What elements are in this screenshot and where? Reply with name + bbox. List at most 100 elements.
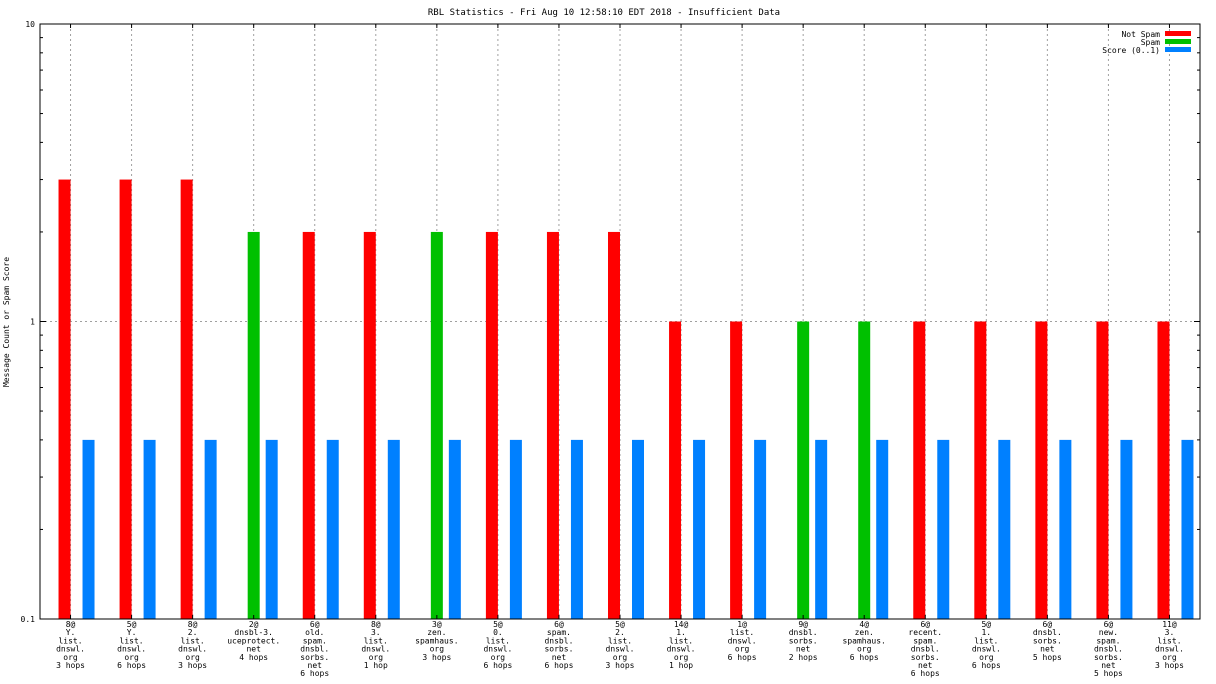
bar-not-spam — [1157, 321, 1170, 619]
x-tick-label-line: org — [491, 653, 506, 662]
x-tick-label-line: net — [308, 661, 323, 670]
x-tick-label-line: dnsbl-3. — [234, 628, 273, 637]
x-tick-label-line: org — [1162, 653, 1177, 662]
x-tick-label-line: 6 hops — [728, 653, 757, 662]
x-tick-label-line: org — [369, 653, 384, 662]
x-tick-label-line: list. — [669, 636, 693, 645]
x-tick-label-line: sorbs. — [300, 653, 329, 662]
x-tick-label: 1@ list. dnswl. org 6 hops — [728, 620, 757, 662]
x-tick-label: 8@ Y. list. dnswl. org 3 hops — [56, 620, 85, 670]
x-tick-label-line: list. — [58, 636, 82, 645]
bar-score-0-1 — [815, 439, 828, 619]
x-tick-label-line: spamhaus. — [843, 636, 886, 645]
x-tick-label-line: dnswl. — [728, 636, 757, 645]
y-tick-label: 10 — [25, 20, 35, 29]
bar-spam — [858, 321, 871, 619]
bar-score-0-1 — [937, 439, 950, 619]
x-tick-label-line: dnsbl. — [544, 636, 573, 645]
x-tick-label-line: list. — [974, 636, 998, 645]
x-tick-label-line: 3 hops — [1155, 661, 1184, 670]
bar-score-0-1 — [387, 439, 400, 619]
bar-not-spam — [119, 179, 132, 619]
bar-score-0-1 — [509, 439, 522, 619]
x-tick-label-line: 1. — [676, 628, 686, 637]
x-tick-label-line: sorbs. — [789, 636, 818, 645]
x-tick-label-line: list. — [608, 636, 632, 645]
x-tick-label: 6@ old. spam. dnsbl. sorbs. net 6 hops — [300, 620, 329, 678]
bar-score-0-1 — [326, 439, 339, 619]
bar-not-spam — [58, 179, 71, 619]
x-tick-label-line: dnswl. — [667, 645, 696, 654]
x-tick-label: 5@ 1. list. dnswl. org 6 hops — [972, 620, 1001, 670]
x-tick-label-line: net — [1101, 661, 1116, 670]
x-tick-label-line: 3 hops — [56, 661, 85, 670]
x-tick-label: 6@ spam. dnsbl. sorbs. net 6 hops — [544, 620, 573, 670]
bar-score-0-1 — [1059, 439, 1072, 619]
x-tick-label-line: 3. — [1165, 628, 1175, 637]
x-tick-label-line: Y. — [127, 628, 137, 637]
legend-label: Spam — [1141, 38, 1160, 47]
x-tick-label-line: 5 hops — [1094, 669, 1123, 678]
bar-score-0-1 — [998, 439, 1011, 619]
bar-not-spam — [669, 321, 682, 619]
bar-score-0-1 — [143, 439, 156, 619]
x-tick-label-line: 4 hops — [239, 653, 268, 662]
x-tick-label-line: 6 hops — [972, 661, 1001, 670]
legend-swatch — [1165, 31, 1191, 36]
bar-not-spam — [485, 231, 498, 619]
x-tick-label-line: 6@ — [1104, 620, 1114, 629]
x-tick-label-line: 6 hops — [117, 661, 146, 670]
x-tick-label-line: list. — [120, 636, 144, 645]
x-tick-label-line: sorbs. — [1094, 653, 1123, 662]
x-tick-label-line: org — [124, 653, 139, 662]
x-tick-label-line: 5@ — [615, 620, 625, 629]
x-tick-label-line: 2. — [615, 628, 625, 637]
bar-score-0-1 — [448, 439, 461, 619]
x-tick-label-line: list. — [1157, 636, 1181, 645]
bars — [58, 179, 1194, 619]
x-tick-label: 9@ dnsbl. sorbs. net 2 hops — [789, 620, 818, 662]
legend-label: Score (0..1) — [1102, 46, 1160, 55]
y-axis-label: Message Count or Spam Score — [2, 257, 11, 387]
x-tick-label-line: net — [1040, 645, 1055, 654]
x-tick-label-line: 6 hops — [483, 661, 512, 670]
bar-score-0-1 — [1181, 439, 1194, 619]
x-tick-label-line: 8@ — [66, 620, 76, 629]
x-tick-label-line: list. — [486, 636, 510, 645]
x-tick-label-line: dnsbl. — [911, 645, 940, 654]
bar-not-spam — [180, 179, 193, 619]
x-tick-label-line: org — [185, 653, 200, 662]
bar-not-spam — [730, 321, 743, 619]
chart-title: RBL Statistics - Fri Aug 10 12:58:10 EDT… — [428, 8, 780, 18]
legend-swatch — [1165, 47, 1191, 52]
x-tick-label-line: spam. — [1096, 636, 1120, 645]
x-tick-label-line: 6 hops — [850, 653, 879, 662]
x-tick-label-line: dnswl. — [972, 645, 1001, 654]
x-tick-label-line: old. — [305, 628, 324, 637]
x-tick-label-line: Y. — [66, 628, 76, 637]
x-tick-label-line: 6@ — [554, 620, 564, 629]
x-tick-label-line: dnsbl. — [789, 628, 818, 637]
x-tick-label-line: 2 hops — [789, 653, 818, 662]
x-tick-label: 2@ dnsbl-3. uceprotect. net 4 hops — [227, 620, 280, 662]
x-tick-label-line: 4@ — [859, 620, 869, 629]
x-tick-label-line: 3. — [371, 628, 381, 637]
x-tick-label-line: 6@ — [1043, 620, 1053, 629]
x-tick-label: 11@ 3. list. dnswl. org 3 hops — [1155, 620, 1184, 670]
bar-not-spam — [608, 231, 620, 619]
x-tick-label-line: dnswl. — [178, 645, 207, 654]
x-tick-label-line: 2. — [188, 628, 198, 637]
x-tick-label-line: 0. — [493, 628, 503, 637]
y-tick-label: 0.1 — [21, 615, 36, 624]
bar-score-0-1 — [632, 439, 644, 619]
x-tick-label-line: 6 hops — [544, 661, 573, 670]
bar-score-0-1 — [693, 439, 706, 619]
bar-not-spam — [546, 231, 559, 619]
bar-score-0-1 — [265, 439, 278, 619]
x-tick-label-line: dnswl. — [56, 645, 85, 654]
x-tick-label-line: org — [63, 653, 78, 662]
x-tick-label-line: 3 hops — [606, 661, 635, 670]
bar-score-0-1 — [204, 439, 217, 619]
bar-score-0-1 — [754, 439, 767, 619]
